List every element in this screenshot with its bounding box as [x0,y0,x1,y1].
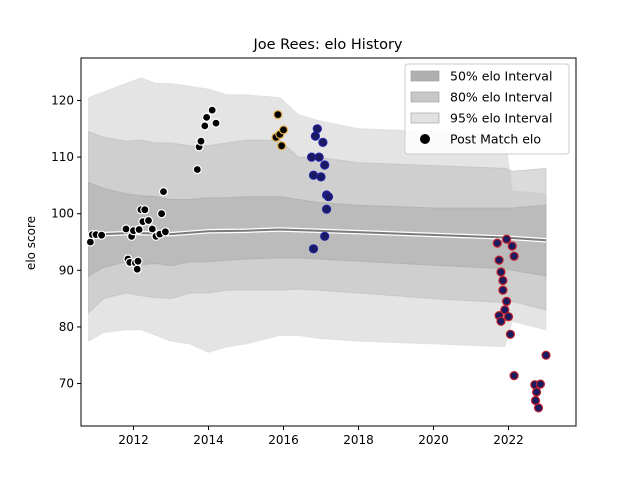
y-tick-label: 120 [51,93,74,107]
data-point [121,224,131,234]
data-point [143,215,154,226]
data-point [196,136,206,146]
y-tick-label: 100 [51,207,74,221]
data-point [496,316,506,326]
chart-title: Joe Rees: elo History [252,37,402,53]
data-point [314,152,324,162]
y-axis-label: elo score [24,216,38,270]
data-point [496,267,506,277]
legend: 50% elo Interval 80% elo Interval 95% elo … [404,63,570,155]
data-point [503,312,514,322]
data-point [498,275,508,286]
legend-swatch [410,70,440,82]
data-point [492,238,502,248]
plot-frame [80,57,577,427]
data-point [502,296,512,306]
data-point [132,264,142,274]
x-tick-label: 2014 [193,433,224,447]
legend-box [404,63,570,155]
data-point [494,255,504,265]
data-point [147,224,157,234]
data-point [308,244,319,254]
legend-swatch [410,91,440,103]
x-tick-label: 2016 [268,433,299,447]
data-point [211,118,221,128]
legend-label: 95% elo Interval [450,111,552,126]
x-tick-label: 2022 [493,433,524,447]
data-point [320,231,330,241]
data-point [207,105,217,115]
data-point [158,187,169,197]
legend-marker [420,134,430,144]
data-point [509,371,519,381]
data-point [192,164,202,175]
legend-label: 50% elo Interval [450,69,552,84]
data-point [308,170,319,180]
data-point [160,227,170,237]
y-tick-label: 80 [59,320,74,334]
data-point [533,403,544,413]
y-tick-label: 70 [59,377,74,391]
data-point [323,192,334,202]
post-match-points [85,105,551,413]
data-point [541,350,551,360]
data-point [507,241,517,251]
data-point [85,237,96,247]
y-axis-ticks: 70 80 90 100 110 120 [51,93,81,391]
data-point [535,379,546,389]
x-axis-ticks: 2012 2014 2016 2018 2020 2022 [118,426,524,447]
mean-elo-line [88,227,547,243]
data-point [307,152,317,162]
data-point [505,329,515,339]
data-point [134,224,144,235]
data-point [273,109,283,120]
data-point [202,112,212,123]
data-point [500,305,510,315]
data-point [509,251,519,261]
data-point [530,395,541,406]
data-point [531,387,542,397]
data-point [320,160,330,170]
data-point [498,285,508,295]
data-point [133,256,143,266]
data-point [318,137,328,147]
data-point [140,205,150,215]
data-point [277,141,287,151]
data-point [502,234,512,244]
x-tick-label: 2018 [343,433,374,447]
legend-label: Post Match elo [450,132,541,147]
data-point [157,209,167,219]
data-point [200,121,210,131]
y-tick-label: 90 [59,263,74,277]
x-tick-label: 2012 [118,433,149,447]
data-point [278,125,289,135]
data-point [316,172,326,182]
data-point [312,124,322,134]
data-point [96,230,107,240]
mean-line [88,228,547,242]
data-point [322,204,332,214]
y-tick-label: 110 [51,150,74,164]
x-tick-label: 2020 [418,433,449,447]
legend-swatch [410,112,440,124]
legend-label: 80% elo Interval [450,90,552,105]
